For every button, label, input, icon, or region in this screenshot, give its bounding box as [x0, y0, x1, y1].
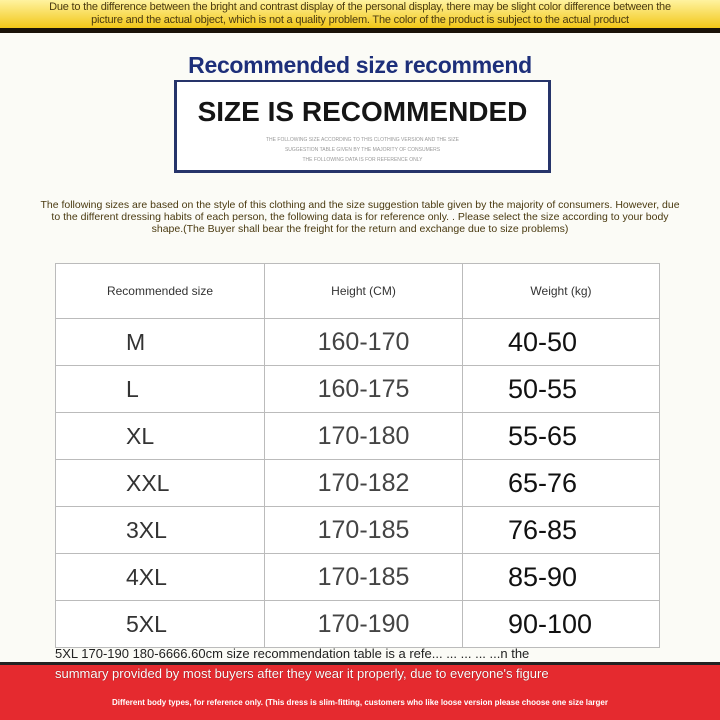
height-cell: 160-170 [264, 318, 463, 366]
height-cell: 170-190 [264, 600, 463, 648]
weight-cell: 50-55 [462, 365, 660, 413]
table-row: M 160-170 40-50 [55, 318, 660, 366]
height-cell: 170-185 [264, 506, 463, 554]
weight-cell: 55-65 [462, 412, 660, 460]
header-size: Recommended size [55, 263, 265, 319]
box-line: SUGGESTION TABLE GIVEN BY THE MAJORITY O… [284, 147, 441, 153]
footer-note: Different body types, for reference only… [112, 698, 608, 707]
size-table: Recommended size Height (CM) Weight (kg)… [55, 263, 660, 648]
table-header-row: Recommended size Height (CM) Weight (kg) [55, 263, 660, 319]
table-row: 5XL 170-190 90-100 [55, 600, 660, 648]
size-cell: 4XL [55, 553, 265, 601]
box-line: THE FOLLOWING DATA IS FOR REFERENCE ONLY [302, 157, 423, 163]
size-recommended-box: SIZE IS RECOMMENDED THE FOLLOWING SIZE A… [174, 80, 551, 173]
size-cell: 5XL [55, 600, 265, 648]
summary-caption: summary provided by most buyers after th… [55, 666, 549, 681]
page-title: Recommended size recommend [188, 52, 532, 78]
divider [0, 28, 720, 33]
weight-cell: 90-100 [462, 600, 660, 648]
size-cell: L [55, 365, 265, 413]
height-cell: 170-182 [264, 459, 463, 507]
table-row: 3XL 170-185 76-85 [55, 506, 660, 554]
overlay-caption: 5XL 170-190 180-6666.60cm size recommend… [55, 646, 530, 661]
height-cell: 170-180 [264, 412, 463, 460]
table-row: L 160-175 50-55 [55, 365, 660, 413]
divider [0, 662, 720, 665]
height-cell: 170-185 [264, 553, 463, 601]
top-banner [0, 0, 720, 28]
table-row: XL 170-180 55-65 [55, 412, 660, 460]
header-height: Height (CM) [264, 263, 463, 319]
table-row: 4XL 170-185 85-90 [55, 553, 660, 601]
box-heading: SIZE IS RECOMMENDED [197, 96, 528, 127]
weight-cell: 85-90 [462, 553, 660, 601]
weight-cell: 76-85 [462, 506, 660, 554]
box-line: THE FOLLOWING SIZE ACCORDING TO THIS CLO… [266, 137, 459, 143]
size-note: The following sizes are based on the sty… [40, 199, 680, 235]
color-disclaimer: Due to the difference between the bright… [49, 1, 671, 26]
size-cell: XL [55, 412, 265, 460]
bottom-banner [0, 665, 720, 720]
height-cell: 160-175 [264, 365, 463, 413]
table-row: XXL 170-182 65-76 [55, 459, 660, 507]
size-cell: XXL [55, 459, 265, 507]
size-cell: 3XL [55, 506, 265, 554]
size-cell: M [55, 318, 265, 366]
weight-cell: 40-50 [462, 318, 660, 366]
header-weight: Weight (kg) [462, 263, 660, 319]
weight-cell: 65-76 [462, 459, 660, 507]
